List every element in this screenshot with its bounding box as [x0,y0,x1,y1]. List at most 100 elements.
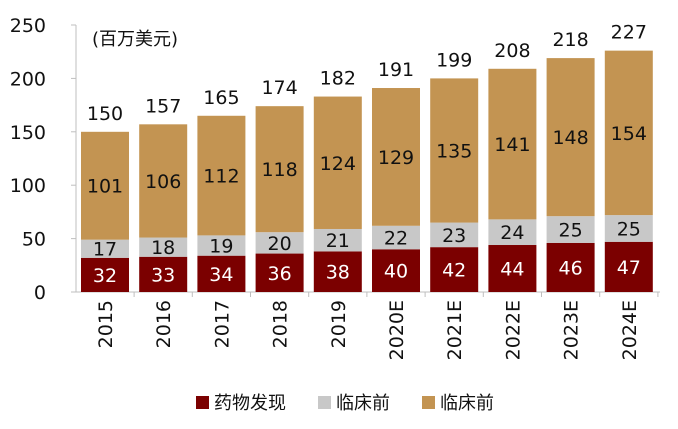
bar-segment [372,249,420,292]
bar-segment [81,239,129,258]
bar-segment [197,255,246,292]
bar-segment [197,235,246,256]
unit-label: (百万美元) [92,29,178,50]
legend-label: 临床前 [440,393,494,414]
bar-segment [313,96,362,229]
total-value-label: 157 [145,95,181,117]
bar-group: 36 20 118 174 [255,77,304,292]
bar-segment [430,247,479,292]
y-tick-label: 100 [10,175,46,197]
total-value-label: 208 [494,40,530,62]
segment-value-label: 118 [261,159,297,181]
bar-segment [546,242,595,292]
total-value-label: 174 [261,77,297,99]
segment-value-label: 42 [442,260,466,282]
bar-segment [255,232,304,254]
x-tick-label: 2015 [95,300,117,348]
bar-segment [139,124,188,238]
x-axis: 2015 2016 2017 2018 2019 2020E 2021E 2022E 2023E… [76,291,660,360]
segment-value-label: 21 [326,230,350,252]
bar-segment [81,257,129,292]
segment-value-label: 129 [378,147,414,169]
bar-segment [546,58,595,217]
segment-value-label: 148 [552,127,588,149]
segment-value-label: 19 [209,236,233,258]
segment-value-label: 23 [442,225,466,247]
total-value-label: 191 [378,59,414,81]
bar-segment [430,78,479,223]
bar-segment [372,225,420,250]
segment-value-label: 112 [203,166,239,188]
x-tick-label: 2023E [561,300,583,360]
bar-group: 34 19 112 165 [197,87,246,292]
bar-group: 38 21 124 182 [313,68,362,292]
x-tick-label: 2021E [444,300,466,360]
y-tick-label: 250 [10,15,46,37]
total-value-label: 227 [611,22,647,44]
segment-value-label: 34 [209,264,233,286]
segment-value-label: 20 [268,233,292,255]
legend-item: 临床前 [422,393,494,414]
total-value-label: 199 [436,49,472,71]
x-tick-label: 2016 [153,300,175,348]
bar-segment [313,251,362,292]
bar-segment [488,219,537,246]
segment-value-label: 36 [268,263,292,285]
bar-segment [430,222,479,248]
segment-value-label: 135 [436,140,472,162]
y-axis: 0 50 100 150 200 250 [10,15,77,304]
legend-item: 药物发现 [196,393,286,414]
x-tick-label: 2017 [211,300,233,348]
segment-value-label: 32 [93,265,117,287]
bar-segment [604,50,653,216]
legend: 药物发现 临床前 临床前 [196,393,494,414]
segment-value-label: 40 [384,261,408,283]
segment-value-label: 44 [500,259,524,281]
bar-group: 44 24 141 208 [488,40,537,292]
legend-label: 临床前 [336,393,390,414]
segment-value-label: 154 [611,123,647,145]
segment-value-label: 25 [559,220,583,242]
segment-value-label: 25 [617,218,641,240]
x-tick-label: 2022E [502,300,524,360]
segment-value-label: 33 [151,264,175,286]
segment-value-label: 141 [494,134,530,156]
bar-segment [255,106,304,233]
segment-value-label: 47 [617,257,641,279]
legend-item: 临床前 [318,393,390,414]
y-tick-label: 50 [22,229,46,251]
segment-value-label: 124 [320,153,356,175]
bar-segment [488,68,537,220]
bar-segment [546,216,595,243]
total-value-label: 165 [203,87,239,109]
x-tick-label: 2019 [328,300,350,348]
bar-group: 47 25 154 227 [604,22,653,292]
bar-group: 40 22 129 191 [372,59,420,292]
bar-segment [139,237,188,257]
y-tick-label: 150 [10,122,46,144]
segment-value-label: 101 [87,176,123,198]
bar-segment [197,115,246,236]
total-value-label: 150 [87,103,123,125]
bar-group: 32 17 101 150 [81,103,129,292]
bar-group: 33 18 106 157 [139,95,188,292]
bar-segment [372,88,420,226]
y-tick-label: 0 [34,282,46,304]
segment-value-label: 24 [500,222,524,244]
bars: 32 17 101 150 33 18 106 157 34 19 112 165 36 20 118 174… [81,22,653,292]
segment-value-label: 18 [151,237,175,259]
legend-label: 药物发现 [214,393,286,414]
x-tick-label: 2024E [619,300,641,360]
bar-group: 42 23 135 199 [430,49,479,292]
bar-segment [604,215,653,242]
x-tick-label: 2018 [270,300,292,348]
bar-segment [313,228,362,252]
segment-value-label: 38 [326,262,350,284]
bar-segment [604,241,653,292]
bar-segment [255,253,304,292]
segment-value-label: 46 [559,257,583,279]
y-tick-label: 200 [10,68,46,90]
total-value-label: 182 [320,68,356,90]
segment-value-label: 17 [93,239,117,261]
